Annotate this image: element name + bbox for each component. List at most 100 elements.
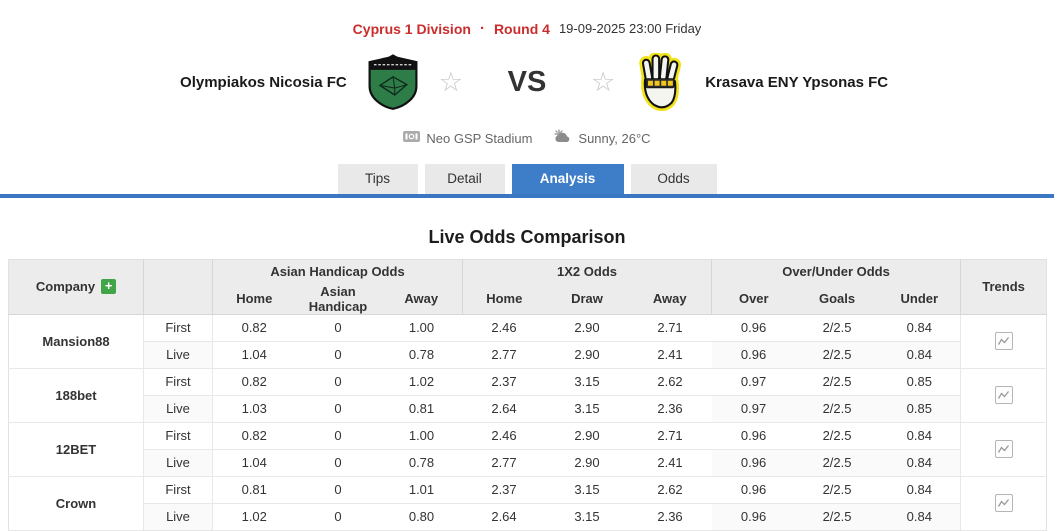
- odds-cell: 0: [295, 449, 381, 477]
- trend-chart-icon[interactable]: [994, 386, 1013, 404]
- venue-name: Neo GSP Stadium: [426, 130, 533, 146]
- table-row: Live 1.04 0 0.78 2.77 2.90 2.41 0.96 2/2…: [9, 449, 1047, 477]
- tab-tips[interactable]: Tips: [337, 164, 418, 194]
- odds-cell: 3.15: [545, 395, 629, 423]
- odds-cell: 0.78: [380, 449, 463, 477]
- odds-cell: 2.77: [462, 341, 546, 369]
- odds-cell: 2.90: [545, 422, 629, 450]
- odds-cell: 0.97: [711, 368, 796, 396]
- line-type: Live: [143, 395, 213, 423]
- line-type: Live: [143, 449, 213, 477]
- weather-item: Sunny, 26°C: [554, 129, 651, 147]
- match-datetime: 19-09-2025 23:00 Friday: [558, 21, 702, 36]
- odds-cell: 3.15: [545, 503, 629, 531]
- odds-cell: 0.81: [212, 476, 296, 504]
- company-name[interactable]: Crown: [8, 476, 144, 531]
- trend-chart-icon[interactable]: [994, 440, 1013, 458]
- subheader-1x2-home: Home: [462, 283, 546, 314]
- table-header: Company + Asian Handicap Odds 1X2 Odds O…: [8, 259, 1047, 314]
- odds-cell: 1.02: [380, 368, 463, 396]
- tab-analysis[interactable]: Analysis: [511, 164, 624, 194]
- add-company-button[interactable]: +: [101, 279, 117, 295]
- odds-cell: 0.96: [711, 341, 796, 369]
- company-column-header: Company +: [8, 259, 144, 314]
- odds-cell: 2/2.5: [795, 476, 879, 504]
- odds-cell: 2.36: [628, 395, 712, 423]
- odds-cell: 2.41: [628, 341, 712, 369]
- odds-cell: 1.02: [212, 503, 296, 531]
- odds-cell: 2.64: [462, 503, 546, 531]
- odds-table-wrap: Company + Asian Handicap Odds 1X2 Odds O…: [8, 259, 1048, 531]
- odds-cell: 0.82: [212, 314, 296, 342]
- league-name: Cyprus 1 Division: [352, 21, 471, 37]
- odds-cell: 0: [295, 422, 381, 450]
- stadium-icon: [403, 130, 421, 146]
- section-title: Live Odds Comparison: [428, 227, 626, 247]
- line-type-column-header: [143, 259, 213, 314]
- odds-cell: 0.84: [878, 314, 961, 342]
- tab-bar: Tips Detail Analysis Odds: [0, 164, 1054, 194]
- over-under-group-header: Over/Under Odds: [711, 259, 961, 284]
- odds-cell: 0.82: [212, 368, 296, 396]
- odds-cell: 3.15: [545, 476, 629, 504]
- away-team-name[interactable]: Krasava ENY Ypsonas FC: [705, 73, 889, 91]
- round-label: Round 4: [493, 21, 550, 37]
- away-team-logo: [635, 53, 685, 111]
- trend-chart-icon[interactable]: [994, 494, 1013, 512]
- dot-separator: ·: [479, 20, 485, 37]
- trends-cell: [960, 314, 1047, 369]
- odds-cell: 2.36: [628, 503, 712, 531]
- odds-cell: 2.37: [462, 368, 546, 396]
- company-name[interactable]: Mansion88: [8, 314, 144, 369]
- odds-cell: 0.84: [878, 503, 961, 531]
- company-name[interactable]: 12BET: [8, 422, 144, 477]
- odds-cell: 0: [295, 368, 381, 396]
- odds-cell: 0.80: [380, 503, 463, 531]
- tab-odds[interactable]: Odds: [630, 164, 717, 194]
- odds-cell: 2.90: [545, 449, 629, 477]
- odds-cell: 2/2.5: [795, 395, 879, 423]
- odds-cell: 2/2.5: [795, 314, 879, 342]
- odds-cell: 0.96: [711, 476, 796, 504]
- trend-chart-icon[interactable]: [994, 332, 1013, 350]
- away-team-block: ☆: [567, 53, 1054, 111]
- home-team-logo: [367, 53, 419, 111]
- tab-detail[interactable]: Detail: [424, 164, 505, 194]
- odds-cell: 0: [295, 314, 381, 342]
- odds-cell: 0.84: [878, 341, 961, 369]
- asian-handicap-group-header: Asian Handicap Odds: [212, 259, 463, 284]
- odds-cell: 0.97: [711, 395, 796, 423]
- table-row: 12BET First 0.82 0 1.00 2.46 2.90 2.71 0…: [8, 422, 1047, 477]
- odds-cell: 2.90: [545, 341, 629, 369]
- subheader-ou-over: Over: [711, 283, 796, 314]
- subheader-ah-away: Away: [380, 283, 463, 314]
- trends-cell: [960, 476, 1047, 531]
- table-row: Mansion88 First 0.82 0 1.00 2.46 2.90 2.…: [8, 314, 1047, 369]
- company-header-label: Company: [35, 279, 96, 295]
- odds-cell: 2.41: [628, 449, 712, 477]
- odds-cell: 0.84: [878, 476, 961, 504]
- home-favorite-star-icon[interactable]: ☆: [438, 66, 463, 97]
- odds-cell: 2/2.5: [795, 422, 879, 450]
- away-favorite-star-icon[interactable]: ☆: [591, 66, 616, 97]
- weather-text: Sunny, 26°C: [578, 130, 651, 146]
- table-row: Crown First 0.81 0 1.01 2.37 3.15 2.62 0…: [8, 476, 1047, 531]
- odds-cell: 0.84: [878, 422, 961, 450]
- odds-cell: 0.85: [878, 368, 961, 396]
- company-name[interactable]: 188bet: [8, 368, 144, 423]
- odds-cell: 2/2.5: [795, 503, 879, 531]
- odds-cell: 1.01: [380, 476, 463, 504]
- odds-cell: 1.04: [212, 341, 296, 369]
- odds-cell: 0.84: [878, 449, 961, 477]
- odds-cell: 2.37: [462, 476, 546, 504]
- odds-cell: 2.71: [628, 314, 712, 342]
- subheader-1x2-draw: Draw: [545, 283, 629, 314]
- sun-cloud-icon: [554, 129, 572, 147]
- table-row: 188bet First 0.82 0 1.02 2.37 3.15 2.62 …: [8, 368, 1047, 423]
- line-type: Live: [143, 503, 213, 531]
- subheader-1x2-away: Away: [628, 283, 712, 314]
- home-team-name[interactable]: Olympiakos Nicosia FC: [180, 73, 347, 91]
- table-row: Live 1.03 0 0.81 2.64 3.15 2.36 0.97 2/2…: [9, 395, 1047, 423]
- odds-cell: 2/2.5: [795, 449, 879, 477]
- home-team-block: Olympiakos Nicosia FC ☆: [0, 53, 487, 111]
